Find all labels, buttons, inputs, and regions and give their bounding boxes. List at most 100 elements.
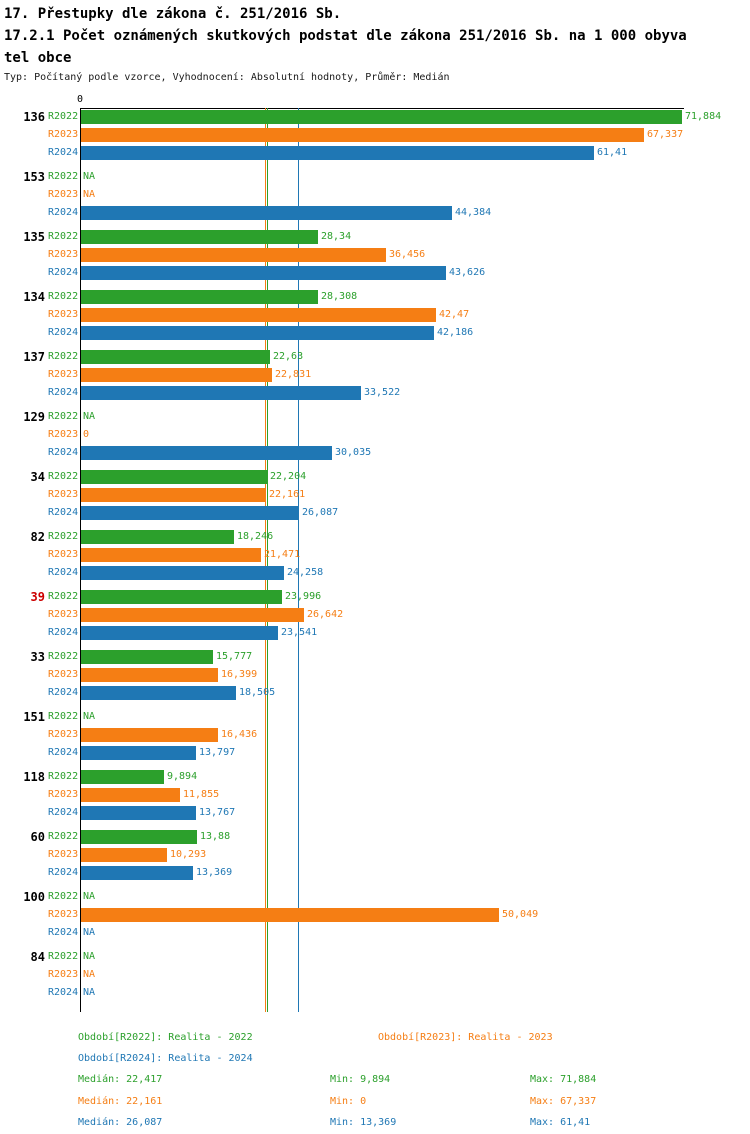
bar-value-label: 0 [83,429,90,440]
page-title: 17. Přestupky dle zákona č. 251/2016 Sb. [4,6,342,22]
median-line-r2024 [298,108,299,1012]
bar [81,446,332,460]
chart-title-line2: tel obce [4,50,72,66]
series-row-label: R2023 [48,969,79,980]
bar-value-label: NA [83,969,96,980]
median-line-r2022 [267,108,268,1012]
bar-value-label: 30,035 [335,447,372,458]
bar [81,590,282,604]
series-row-label: R2024 [48,507,79,518]
bar-value-label: 23,541 [281,627,318,638]
bar [81,206,452,220]
bar [81,686,236,700]
bar [81,848,167,862]
series-row-label: R2024 [48,927,79,938]
series-row-label: R2023 [48,849,79,860]
bar-value-label: 28,308 [321,291,358,302]
series-row-label: R2024 [48,207,79,218]
bar-value-label: NA [83,987,96,998]
stat-min-r2023: Min: 0 [330,1096,367,1107]
bar-value-label: 16,399 [221,669,258,680]
bar [81,650,213,664]
bar [81,326,434,340]
bar [81,770,164,784]
bar [81,626,278,640]
series-row-label: R2023 [48,489,79,500]
series-row-label: R2023 [48,669,79,680]
bar-value-label: 16,436 [221,729,258,740]
series-row-label: R2023 [48,429,79,440]
bar [81,308,436,322]
series-row-label: R2022 [48,651,79,662]
series-row-label: R2023 [48,609,79,620]
bar-value-label: NA [83,951,96,962]
stat-min-r2024: Min: 13,369 [330,1117,397,1128]
bar [81,146,594,160]
series-row-label: R2022 [48,291,79,302]
bar-value-label: 10,293 [170,849,207,860]
bar-value-label: 28,34 [321,231,352,242]
bar [81,488,266,502]
bar-value-label: 22,204 [270,471,307,482]
bar-value-label: 13,369 [196,867,233,878]
series-row-label: R2023 [48,369,79,380]
bar [81,506,299,520]
series-row-label: R2024 [48,687,79,698]
bar-value-label: 36,456 [389,249,426,260]
bar-value-label: 21,471 [264,549,301,560]
bar-value-label: 23,996 [285,591,322,602]
bar-value-label: 71,884 [685,111,722,122]
bar-value-label: NA [83,411,96,422]
chart-meta: Typ: Počítaný podle vzorce, Vyhodnocení:… [4,72,450,83]
series-row-label: R2024 [48,147,79,158]
x-axis-line [80,108,684,109]
bar-value-label: 26,087 [302,507,339,518]
series-row-label: R2022 [48,951,79,962]
series-row-label: R2023 [48,309,79,320]
category-label: 33 [30,650,45,664]
legend-r2023: Období[R2023]: Realita - 2023 [378,1032,553,1043]
category-label: 84 [30,950,45,964]
bar-value-label: 11,855 [183,789,220,800]
series-row-label: R2022 [48,831,79,842]
series-row-label: R2024 [48,387,79,398]
series-row-label: R2024 [48,807,79,818]
bar [81,830,197,844]
stat-median-r2022: Medián: 22,417 [78,1074,163,1085]
series-row-label: R2022 [48,351,79,362]
stat-max-r2024: Max: 61,41 [530,1117,591,1128]
median-line-r2023 [265,108,266,1012]
bar [81,566,284,580]
stat-min-r2022: Min: 9,894 [330,1074,391,1085]
bar-value-label: NA [83,927,96,938]
bar [81,248,386,262]
category-label: 39 [30,590,45,604]
bar [81,350,270,364]
bar [81,788,180,802]
bar-value-label: 22,63 [273,351,304,362]
bar-value-label: NA [83,171,96,182]
bar-value-label: 50,049 [502,909,539,920]
series-row-label: R2024 [48,267,79,278]
bar-value-label: 24,258 [287,567,324,578]
bar-value-label: 13,88 [200,831,231,842]
category-label: 153 [23,170,45,184]
bar-value-label: 44,384 [455,207,492,218]
series-row-label: R2024 [48,327,79,338]
bar [81,290,318,304]
bar-value-label: NA [83,711,96,722]
category-label: 118 [23,770,45,784]
bar [81,608,304,622]
bar [81,368,272,382]
chart-title-line1: 17.2.1 Počet oznámených skutkových podst… [4,28,687,44]
stat-median-r2024: Medián: 26,087 [78,1117,163,1128]
series-row-label: R2022 [48,411,79,422]
bar [81,728,218,742]
series-row-label: R2022 [48,471,79,482]
legend-r2022: Období[R2022]: Realita - 2022 [78,1032,253,1043]
series-row-label: R2024 [48,987,79,998]
category-label: 151 [23,710,45,724]
category-label: 34 [30,470,45,484]
bar-value-label: 15,777 [216,651,253,662]
series-row-label: R2022 [48,771,79,782]
